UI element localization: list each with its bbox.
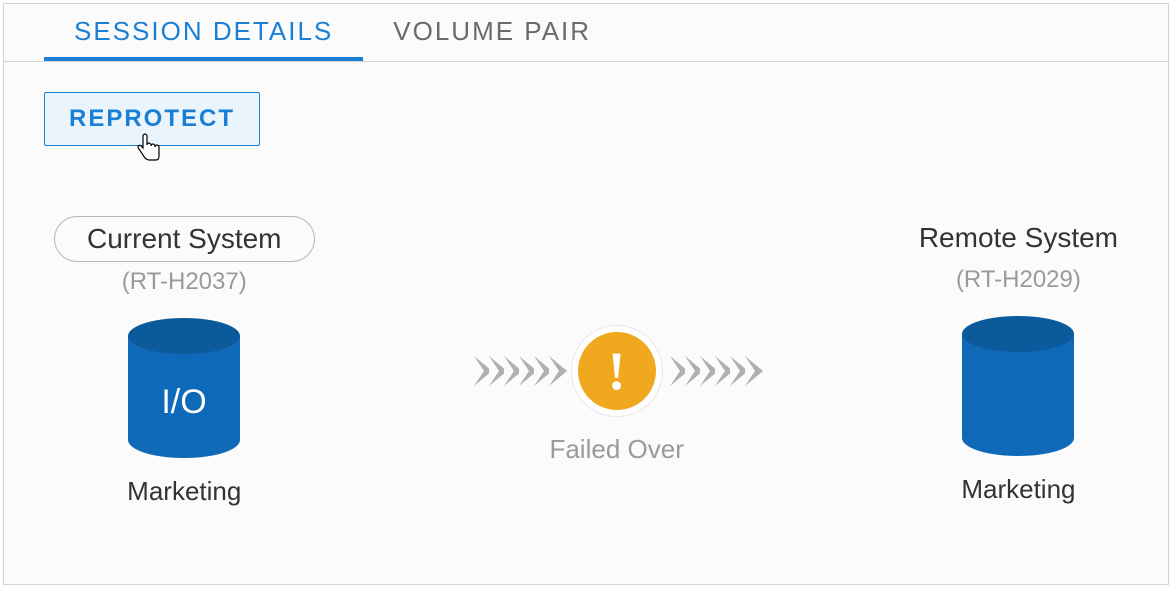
replication-diagram: Current System (RT-H2037) I/O Marketing	[44, 216, 1128, 507]
chevrons-left-icon	[474, 356, 564, 386]
tab-volume-pair[interactable]: VOLUME PAIR	[363, 4, 621, 61]
current-system-id: (RT-H2037)	[122, 268, 247, 296]
io-label: I/O	[162, 383, 207, 421]
status-label: Failed Over	[549, 434, 683, 465]
content-area: REPROTECT Current System (RT-H2037) I/O …	[4, 62, 1168, 537]
status-warning-icon: !	[572, 326, 662, 416]
reprotect-button[interactable]: REPROTECT	[44, 92, 260, 146]
tab-bar: SESSION DETAILS VOLUME PAIR	[4, 4, 1168, 62]
exclamation-icon: !	[608, 344, 626, 398]
current-volume-icon: I/O	[124, 318, 244, 458]
current-system-title: Current System	[54, 216, 315, 262]
remote-volume-label: Marketing	[961, 474, 1075, 505]
remote-system-title: Remote System	[919, 216, 1118, 260]
status-middle: ! Failed Over	[315, 326, 919, 465]
session-panel: SESSION DETAILS VOLUME PAIR REPROTECT Cu…	[3, 3, 1169, 585]
arrow-row: !	[474, 326, 760, 416]
chevrons-right-icon	[670, 356, 760, 386]
remote-system-id: (RT-H2029)	[956, 266, 1081, 294]
remote-volume-icon	[958, 316, 1078, 456]
tab-session-details[interactable]: SESSION DETAILS	[44, 4, 363, 61]
current-volume-label: Marketing	[127, 476, 241, 507]
remote-system: Remote System (RT-H2029) Marketing	[919, 216, 1118, 505]
current-system: Current System (RT-H2037) I/O Marketing	[54, 216, 315, 507]
